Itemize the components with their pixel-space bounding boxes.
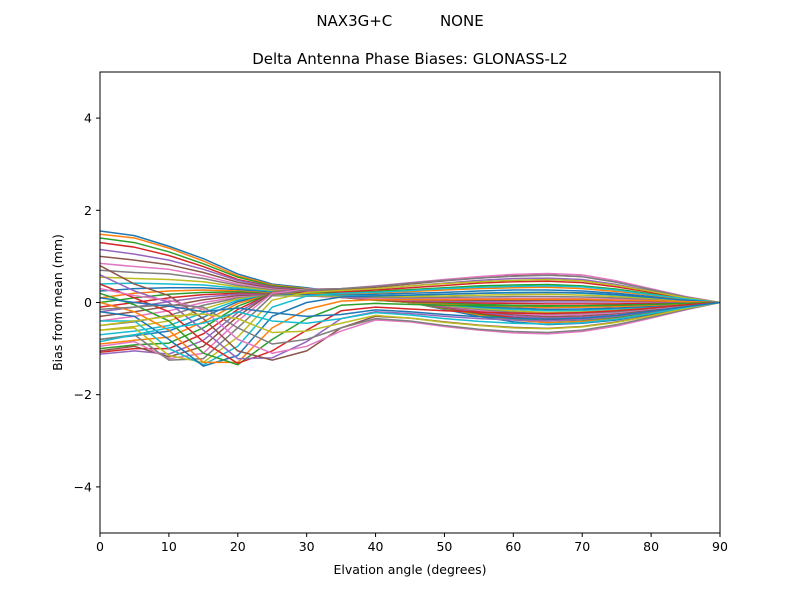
series-line-17 xyxy=(100,294,720,322)
series-line-41 xyxy=(100,297,720,320)
series-line-14 xyxy=(100,292,720,308)
x-tick-label: 10 xyxy=(161,539,177,554)
x-tick-label: 90 xyxy=(712,539,728,554)
series-line-24 xyxy=(100,280,720,354)
y-axis-label: Bias from mean (mm) xyxy=(50,234,65,371)
x-tick-label: 40 xyxy=(368,539,384,554)
chart-suptitle: NAX3G+C NONE xyxy=(316,12,483,30)
chart-title: Delta Antenna Phase Biases: GLONASS-L2 xyxy=(252,50,568,68)
series-line-30 xyxy=(100,285,720,366)
series-line-37 xyxy=(100,287,720,354)
x-tick-label: 70 xyxy=(574,539,590,554)
x-tick-label: 80 xyxy=(643,539,659,554)
series-line-35 xyxy=(100,274,720,360)
series-layer xyxy=(100,230,720,367)
series-line-21 xyxy=(100,289,720,341)
series-line-34 xyxy=(100,283,720,365)
series-line-18 xyxy=(100,294,720,327)
x-axis-ticks: 0 10 20 30 40 50 60 70 80 90 xyxy=(96,533,728,554)
series-line-23 xyxy=(100,283,720,350)
series-line-31 xyxy=(100,291,720,367)
series-line-40 xyxy=(100,301,720,343)
y-tick-label: 0 xyxy=(84,295,92,310)
series-line-33 xyxy=(100,292,720,366)
y-tick-label: −4 xyxy=(74,479,92,494)
x-tick-label: 30 xyxy=(299,539,315,554)
series-line-28 xyxy=(100,274,720,361)
y-tick-label: −2 xyxy=(74,387,92,402)
series-line-39 xyxy=(100,301,720,334)
series-line-32 xyxy=(100,298,720,364)
series-line-15 xyxy=(100,293,720,313)
x-axis-label: Elvation angle (degrees) xyxy=(333,562,486,577)
y-tick-label: 4 xyxy=(84,111,92,126)
y-tick-label: 2 xyxy=(84,203,92,218)
x-tick-label: 0 xyxy=(96,539,104,554)
x-tick-label: 60 xyxy=(505,539,521,554)
series-line-38 xyxy=(100,301,720,345)
y-axis-ticks: −4 −2 0 2 4 xyxy=(74,111,100,494)
x-tick-label: 20 xyxy=(230,539,246,554)
x-tick-label: 50 xyxy=(436,539,452,554)
series-line-22 xyxy=(100,286,720,345)
